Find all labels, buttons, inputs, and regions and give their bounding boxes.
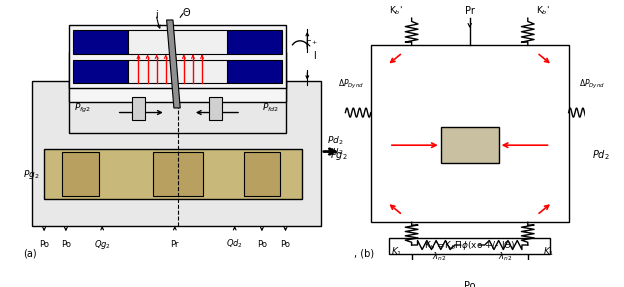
Bar: [227, 30, 282, 54]
Text: Po: Po: [61, 240, 71, 249]
Bar: [371, 45, 568, 222]
Text: $\lambda_{n2}$: $\lambda_{n2}$: [432, 251, 446, 263]
Text: Po: Po: [281, 240, 291, 249]
Bar: [389, 238, 550, 254]
Text: $yu_2$: $yu_2$: [327, 146, 344, 157]
Text: , (b): , (b): [354, 248, 374, 258]
Text: $Qd_2$: $Qd_2$: [226, 238, 243, 250]
Text: K$_b$': K$_b$': [536, 5, 550, 17]
Text: Pr: Pr: [170, 240, 179, 249]
Text: $\Gamma^+$: $\Gamma^+$: [305, 39, 318, 50]
Bar: [32, 81, 321, 226]
Text: $P_{fg2}$: $P_{fg2}$: [74, 101, 90, 115]
Text: $Pg_2$: $Pg_2$: [330, 148, 348, 162]
Text: $Qg_2$: $Qg_2$: [94, 238, 110, 251]
Bar: [127, 60, 227, 84]
Text: $K_1$: $K_1$: [543, 245, 554, 258]
Bar: [73, 60, 127, 84]
Text: (a): (a): [23, 248, 37, 258]
Text: $\Delta P_{Dynd}$: $\Delta P_{Dynd}$: [338, 78, 364, 91]
Bar: [69, 81, 286, 133]
Bar: [244, 152, 280, 196]
Bar: [227, 60, 282, 84]
Text: $Pd_2$: $Pd_2$: [592, 148, 609, 162]
Text: Pr: Pr: [465, 6, 475, 16]
Polygon shape: [167, 20, 180, 108]
Text: $Pd_2$: $Pd_2$: [327, 134, 344, 147]
Bar: [209, 97, 222, 120]
Bar: [441, 127, 499, 163]
Text: $Pg_2$: $Pg_2$: [23, 168, 40, 181]
Bar: [44, 149, 302, 199]
Bar: [62, 152, 99, 196]
Text: $\lambda_{n2}$: $\lambda_{n2}$: [498, 251, 512, 263]
Bar: [73, 30, 127, 54]
Text: $P_{fd2}$: $P_{fd2}$: [263, 102, 280, 114]
Bar: [153, 152, 203, 196]
Text: $\Theta$: $\Theta$: [182, 6, 191, 18]
Bar: [127, 30, 227, 54]
Text: i: i: [155, 9, 158, 20]
Text: Po: Po: [464, 281, 475, 287]
Text: K$_b$': K$_b$': [389, 5, 403, 17]
Text: Po: Po: [257, 240, 267, 249]
Bar: [69, 24, 286, 88]
Text: $\Delta P_{Dynd}$: $\Delta P_{Dynd}$: [579, 78, 605, 91]
Bar: [69, 52, 286, 102]
Text: K$_b$'=K$_b\Pi\phi$(xo +/- l$\Theta$): K$_b$'=K$_b\Pi\phi$(xo +/- l$\Theta$): [424, 239, 515, 253]
Text: $K_1$: $K_1$: [391, 245, 402, 258]
Text: Po: Po: [39, 240, 49, 249]
Text: l: l: [313, 51, 316, 61]
Bar: [132, 97, 145, 120]
